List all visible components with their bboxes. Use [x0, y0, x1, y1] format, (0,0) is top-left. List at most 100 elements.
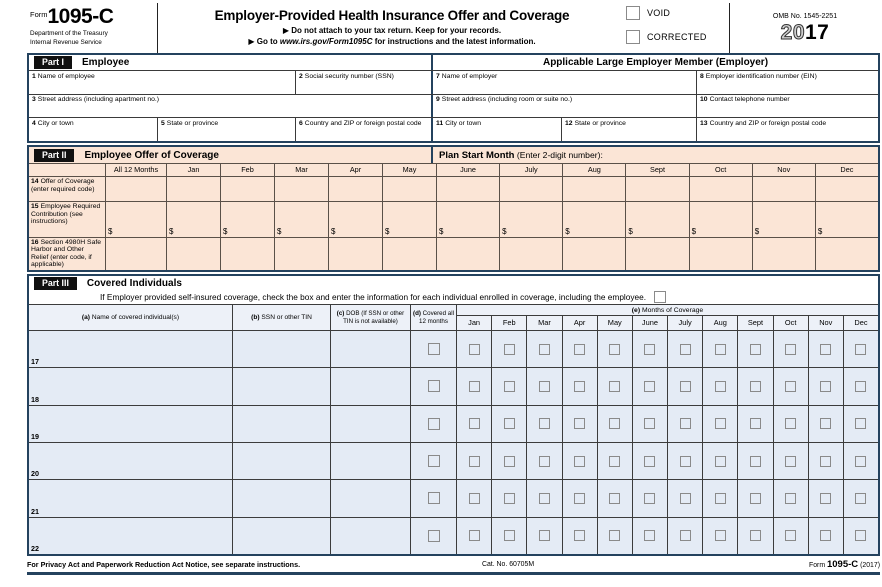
coverage-checkbox-20-feb[interactable] — [503, 455, 515, 467]
covered-dob-cell-17[interactable] — [330, 331, 410, 368]
line15-entry-cell-aug[interactable]: $ — [562, 202, 625, 237]
field-13-employer-country-zip[interactable]: 13 Country and ZIP or foreign postal code — [696, 118, 878, 142]
covered-ssn-cell-21[interactable] — [232, 480, 330, 517]
covered-dob-cell-20[interactable] — [330, 442, 410, 480]
coverage-checkbox-20-aug[interactable] — [714, 455, 726, 467]
coverage-checkbox-20-sept[interactable] — [749, 455, 761, 467]
line16-entry-cell-aug[interactable] — [562, 237, 625, 270]
covered-all12-checkbox-21[interactable] — [427, 492, 440, 505]
void-checkbox[interactable] — [626, 6, 640, 20]
line15-entry-cell-jan[interactable]: $ — [166, 202, 220, 237]
coverage-checkbox-17-sept[interactable] — [749, 343, 761, 355]
coverage-checkbox-20-oct[interactable] — [785, 455, 797, 467]
covered-name-cell-21[interactable]: 21 — [29, 480, 232, 516]
field-7-employer-name[interactable]: 7 Name of employer — [433, 71, 696, 94]
covered-dob-cell-18[interactable] — [330, 368, 410, 405]
coverage-checkbox-17-nov[interactable] — [820, 343, 832, 355]
line14-entry-cell-dec[interactable] — [814, 177, 878, 202]
line16-entry-cell-dec[interactable] — [814, 237, 878, 270]
coverage-checkbox-21-sept[interactable] — [749, 492, 761, 504]
coverage-checkbox-22-may[interactable] — [609, 530, 621, 542]
coverage-checkbox-20-june[interactable] — [644, 455, 656, 467]
covered-ssn-cell-18[interactable] — [232, 368, 330, 405]
field-3-street[interactable]: 3 Street address (including apartment no.… — [29, 95, 431, 118]
coverage-checkbox-19-july[interactable] — [679, 418, 691, 430]
coverage-checkbox-21-july[interactable] — [679, 492, 691, 504]
covered-name-cell-22[interactable]: 22 — [29, 518, 232, 554]
line16-entry-cell-mar[interactable] — [274, 237, 328, 270]
coverage-checkbox-19-jan[interactable] — [468, 418, 480, 430]
line15-entry-cell-mar[interactable]: $ — [274, 202, 328, 237]
corrected-checkbox[interactable] — [626, 30, 640, 44]
line16-entry-cell-all-12-months[interactable] — [105, 237, 166, 270]
coverage-checkbox-18-feb[interactable] — [503, 380, 515, 392]
coverage-checkbox-18-june[interactable] — [644, 380, 656, 392]
coverage-checkbox-19-oct[interactable] — [785, 418, 797, 430]
coverage-checkbox-18-mar[interactable] — [538, 380, 550, 392]
line16-entry-cell-apr[interactable] — [328, 237, 382, 270]
coverage-checkbox-18-aug[interactable] — [714, 380, 726, 392]
coverage-checkbox-22-june[interactable] — [644, 530, 656, 542]
line14-entry-cell-july[interactable] — [499, 177, 562, 202]
covered-name-cell-20[interactable]: 20 — [29, 443, 232, 479]
line15-entry-cell-nov[interactable]: $ — [751, 202, 815, 237]
coverage-checkbox-19-may[interactable] — [609, 418, 621, 430]
covered-all12-checkbox-19[interactable] — [427, 417, 440, 430]
line14-entry-cell-feb[interactable] — [220, 177, 274, 202]
coverage-checkbox-18-may[interactable] — [609, 380, 621, 392]
coverage-checkbox-21-june[interactable] — [644, 492, 656, 504]
coverage-checkbox-17-apr[interactable] — [574, 343, 586, 355]
coverage-checkbox-18-apr[interactable] — [574, 380, 586, 392]
covered-dob-cell-22[interactable] — [330, 517, 410, 554]
coverage-checkbox-21-nov[interactable] — [820, 492, 832, 504]
coverage-checkbox-22-aug[interactable] — [714, 530, 726, 542]
coverage-checkbox-22-feb[interactable] — [503, 530, 515, 542]
coverage-checkbox-21-apr[interactable] — [574, 492, 586, 504]
coverage-checkbox-22-july[interactable] — [679, 530, 691, 542]
coverage-checkbox-19-aug[interactable] — [714, 418, 726, 430]
coverage-checkbox-18-july[interactable] — [679, 380, 691, 392]
line16-entry-cell-oct[interactable] — [688, 237, 752, 270]
coverage-checkbox-19-dec[interactable] — [855, 418, 867, 430]
coverage-checkbox-18-nov[interactable] — [820, 380, 832, 392]
coverage-checkbox-19-june[interactable] — [644, 418, 656, 430]
self-insured-coverage-checkbox[interactable] — [654, 291, 667, 303]
covered-name-cell-18[interactable]: 18 — [29, 368, 232, 404]
line14-entry-cell-apr[interactable] — [328, 177, 382, 202]
covered-all12-checkbox-18[interactable] — [427, 380, 440, 393]
line14-entry-cell-sept[interactable] — [625, 177, 688, 202]
line16-entry-cell-jan[interactable] — [166, 237, 220, 270]
coverage-checkbox-18-dec[interactable] — [855, 380, 867, 392]
line16-entry-cell-sept[interactable] — [625, 237, 688, 270]
line15-entry-cell-june[interactable]: $ — [436, 202, 499, 237]
field-1-employee-name[interactable]: 1 Name of employee — [29, 71, 295, 94]
coverage-checkbox-20-apr[interactable] — [574, 455, 586, 467]
coverage-checkbox-17-jan[interactable] — [468, 343, 480, 355]
coverage-checkbox-20-july[interactable] — [679, 455, 691, 467]
coverage-checkbox-21-mar[interactable] — [538, 492, 550, 504]
coverage-checkbox-22-jan[interactable] — [468, 530, 480, 542]
coverage-checkbox-19-sept[interactable] — [749, 418, 761, 430]
line14-entry-cell-nov[interactable] — [751, 177, 815, 202]
coverage-checkbox-22-sept[interactable] — [749, 530, 761, 542]
coverage-checkbox-22-apr[interactable] — [574, 530, 586, 542]
line14-entry-cell-all-12-months[interactable] — [105, 177, 166, 202]
line15-entry-cell-all-12-months[interactable]: $ — [105, 202, 166, 237]
coverage-checkbox-21-aug[interactable] — [714, 492, 726, 504]
coverage-checkbox-20-jan[interactable] — [468, 455, 480, 467]
coverage-checkbox-21-dec[interactable] — [855, 492, 867, 504]
field-2-ssn[interactable]: 2 Social security number (SSN) — [295, 71, 431, 94]
line15-entry-cell-dec[interactable]: $ — [814, 202, 878, 237]
line16-entry-cell-may[interactable] — [382, 237, 436, 270]
covered-all12-checkbox-17[interactable] — [427, 343, 440, 356]
coverage-checkbox-17-aug[interactable] — [714, 343, 726, 355]
coverage-checkbox-17-july[interactable] — [679, 343, 691, 355]
coverage-checkbox-19-mar[interactable] — [538, 418, 550, 430]
field-5-state[interactable]: 5 State or province — [157, 118, 295, 142]
line15-entry-cell-apr[interactable]: $ — [328, 202, 382, 237]
line15-entry-cell-sept[interactable]: $ — [625, 202, 688, 237]
coverage-checkbox-20-dec[interactable] — [855, 455, 867, 467]
covered-dob-cell-19[interactable] — [330, 405, 410, 442]
coverage-checkbox-22-oct[interactable] — [785, 530, 797, 542]
coverage-checkbox-22-nov[interactable] — [820, 530, 832, 542]
